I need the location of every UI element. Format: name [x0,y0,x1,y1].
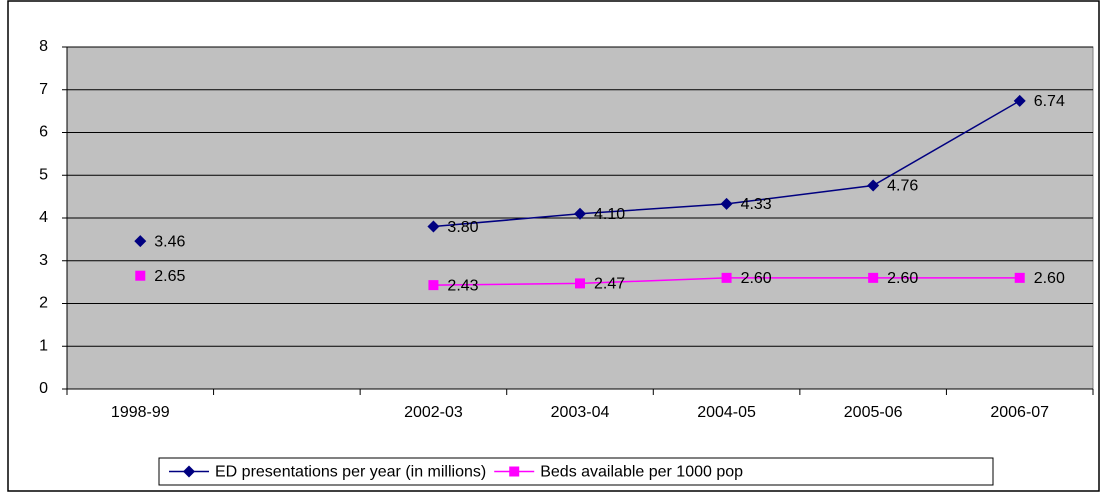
y-tick-label: 6 [39,124,48,141]
y-tick-label: 3 [39,252,48,269]
y-tick-label: 4 [39,209,48,226]
data-point [1014,272,1025,283]
data-point [867,179,880,192]
x-tick-label: 2003-04 [551,404,610,421]
data-label: 4.10 [594,206,625,223]
data-label: 2.60 [887,270,918,287]
data-point [868,272,879,283]
x-tick-label: 2002-03 [404,404,463,421]
data-point [135,270,146,281]
data-label: 2.43 [447,277,478,294]
y-tick-label: 7 [39,81,48,98]
legend-marker [183,465,195,478]
legend-label: ED presentations per year (in millions) [215,464,486,481]
data-label: 4.33 [741,196,772,213]
x-tick-label: 2004-05 [697,404,756,421]
data-point [574,207,586,220]
y-tick-label: 8 [39,38,48,55]
data-label: 4.76 [887,178,918,195]
data-label: 2.60 [1034,270,1065,287]
y-tick-label: 2 [39,295,48,312]
data-point [721,272,732,283]
legend-label: Beds available per 1000 pop [540,464,743,481]
legend-box [158,457,994,486]
legend-marker [509,466,520,477]
y-tick-label: 0 [39,380,48,397]
data-label: 2.65 [154,268,185,285]
y-tick-label: 1 [39,337,48,354]
data-point [134,235,147,248]
x-tick-label: 2006-07 [990,404,1049,421]
data-point [720,197,733,210]
x-tick-label: 2005-06 [844,404,903,421]
data-label: 2.60 [741,270,772,287]
data-label: 3.80 [447,219,478,236]
data-label: 3.46 [154,233,185,250]
data-point [575,278,585,289]
data-point [1013,94,1026,107]
x-tick-label: 1998-99 [111,404,170,421]
data-point [428,280,439,291]
data-point [427,220,440,233]
y-tick-label: 5 [39,166,48,183]
data-label: 6.74 [1034,93,1065,110]
data-label: 2.47 [594,276,625,293]
